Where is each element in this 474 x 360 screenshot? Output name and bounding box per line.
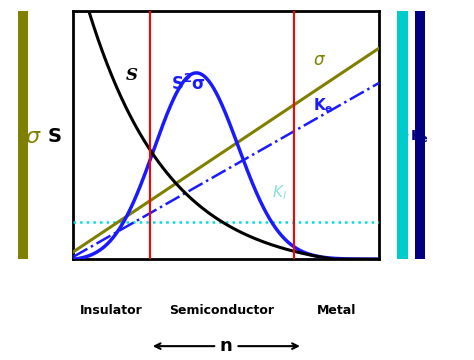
Text: $\mathbf{K_e}$: $\mathbf{K_e}$ bbox=[410, 129, 429, 145]
Text: $K_l$: $K_l$ bbox=[395, 129, 410, 145]
Text: $\sigma$: $\sigma$ bbox=[313, 51, 327, 69]
Text: $\sigma$: $\sigma$ bbox=[25, 127, 42, 147]
Text: $\mathbf{S^2\sigma}$: $\mathbf{S^2\sigma}$ bbox=[171, 74, 206, 94]
Text: S: S bbox=[47, 127, 62, 146]
Text: $\mathbf{K_e}$: $\mathbf{K_e}$ bbox=[313, 96, 334, 115]
Text: n: n bbox=[220, 337, 233, 355]
Text: Semiconductor: Semiconductor bbox=[169, 304, 274, 317]
Text: Metal: Metal bbox=[317, 304, 356, 317]
Text: Insulator: Insulator bbox=[80, 304, 143, 317]
Text: S: S bbox=[126, 67, 137, 84]
Text: $K_l$: $K_l$ bbox=[272, 183, 287, 202]
